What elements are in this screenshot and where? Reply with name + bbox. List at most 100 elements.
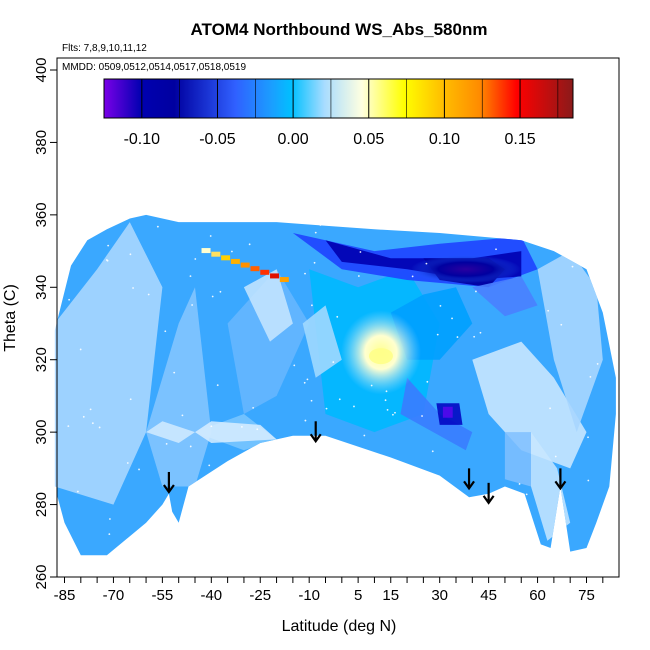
y-tick-label: 300 (33, 420, 50, 445)
note-flights: Flts: 7,8,9,10,11,12 (62, 43, 147, 54)
sample-point (386, 408, 389, 411)
sample-point (112, 224, 115, 227)
field-patch (504, 432, 531, 487)
sample-point (425, 262, 428, 265)
colorbar-tick-label: 0.15 (504, 131, 535, 148)
sample-point (208, 464, 211, 467)
y-tick-label: 380 (33, 130, 50, 155)
x-tick-label: 75 (578, 587, 595, 604)
sample-point (129, 253, 132, 256)
sample-point (547, 309, 550, 312)
field-streak-cell (270, 273, 280, 279)
sample-point (76, 490, 79, 493)
sample-point (209, 235, 212, 237)
sample-point (549, 407, 551, 410)
x-tick-label: 60 (529, 587, 546, 604)
field-streak-cell (260, 269, 270, 275)
sample-point (108, 533, 111, 535)
sample-point (325, 407, 328, 410)
sample-point (164, 330, 167, 333)
sample-point (363, 434, 366, 437)
y-tick-label: 320 (33, 347, 50, 372)
field-streak-cell (250, 266, 260, 272)
sample-point (424, 490, 427, 493)
sample-point (293, 364, 296, 367)
sample-point (534, 231, 536, 234)
sample-point (191, 304, 194, 306)
field-patch (472, 276, 538, 317)
flight-arrows (163, 421, 567, 505)
sample-point (310, 399, 313, 402)
sample-point (98, 426, 101, 429)
sample-point (456, 336, 459, 338)
sample-point (473, 335, 476, 338)
sample-point (319, 224, 322, 227)
colorbar-tick-label: 0.05 (353, 131, 384, 148)
x-tick-label: -10 (298, 587, 320, 604)
sample-point (156, 527, 158, 530)
field-patch (442, 406, 453, 418)
field-min (410, 255, 521, 284)
sample-point (91, 422, 94, 425)
field-patch (227, 269, 310, 414)
sample-point (230, 250, 233, 253)
colorbar-tick-label: -0.05 (199, 131, 236, 148)
sample-point (306, 378, 309, 381)
sample-point (336, 464, 339, 467)
sample-point (496, 496, 499, 499)
field-streak-cell (201, 248, 211, 254)
sample-point (284, 505, 287, 507)
sample-point (307, 465, 310, 468)
y-tick-label: 260 (33, 564, 50, 589)
sample-point (439, 304, 442, 307)
sample-point (82, 415, 85, 418)
sample-point (189, 275, 192, 278)
field-streak-cell (230, 258, 240, 264)
field-streak-cell (279, 277, 289, 283)
sample-point (304, 419, 307, 422)
sample-point (436, 333, 439, 336)
sample-point (357, 275, 360, 277)
sample-point (138, 468, 140, 471)
sample-point (451, 317, 453, 320)
arrow-head (309, 433, 322, 444)
sample-point (423, 515, 426, 518)
sample-point (359, 251, 362, 253)
sample-point (310, 511, 313, 513)
colorbar-gradient (103, 78, 574, 119)
sample-point (392, 413, 394, 416)
y-tick-label: 400 (33, 57, 50, 82)
sample-point (587, 436, 589, 439)
sample-point (311, 304, 313, 307)
y-tick-label: 280 (33, 492, 50, 517)
field-patch (195, 421, 277, 443)
sample-point (321, 464, 324, 467)
sample-point (89, 408, 92, 411)
sample-point (495, 248, 497, 251)
x-tick-label: 15 (382, 587, 399, 604)
arrow-head (463, 480, 475, 491)
colorbar-tick-label: 0.00 (278, 131, 309, 148)
sample-point (240, 425, 243, 428)
sample-point (165, 442, 168, 445)
arrow-head (163, 484, 175, 494)
sample-point (479, 331, 482, 334)
field-max-core (368, 348, 393, 365)
sample-point (367, 532, 370, 535)
sample-point (596, 363, 599, 365)
sample-point (370, 384, 373, 387)
sample-point (475, 290, 477, 293)
y-tick-label: 360 (33, 202, 50, 227)
x-tick-label: 45 (480, 587, 497, 604)
sample-point (385, 390, 388, 393)
sample-point (252, 406, 255, 409)
y-axis: 260 280 300 320 340 360 380 400 (33, 57, 57, 590)
x-axis-label: Latitude (deg N) (282, 618, 397, 635)
x-axis: -85 -70 -55 -40 -25 -10 5 15 30 45 60 75 (54, 577, 604, 604)
y-axis-label: Theta (C) (2, 284, 19, 352)
field-patch (146, 421, 195, 443)
sample-point (394, 411, 396, 414)
sample-point (332, 361, 335, 363)
note-dates: MMDD: 0509,0512,0514,0517,0518,0519 (62, 62, 246, 73)
